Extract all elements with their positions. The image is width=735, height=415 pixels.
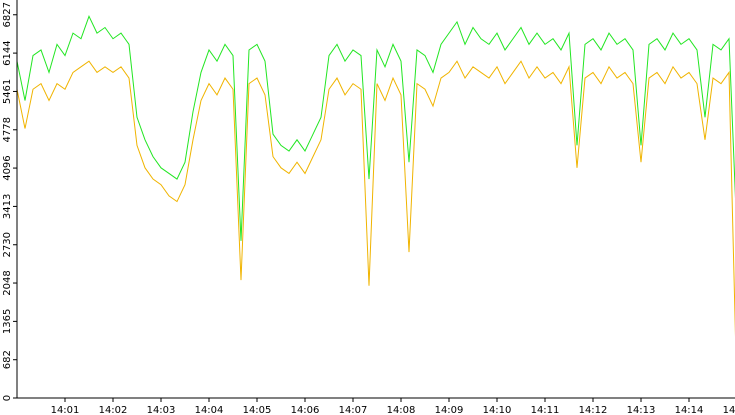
x-tick-label: 14:09 <box>435 405 464 415</box>
x-tick-label: 14:02 <box>99 405 128 415</box>
series-line <box>16 14 735 241</box>
y-tick-label: 1365 <box>2 309 13 334</box>
x-tick-label: 14:14 <box>675 405 704 415</box>
x-tick-label: 14:10 <box>483 405 512 415</box>
x-tick-label: 14:12 <box>579 405 608 415</box>
y-tick-label: 0 <box>2 395 13 401</box>
x-tick-label: 14:06 <box>291 405 320 415</box>
y-tick-label: 4096 <box>2 155 13 180</box>
x-tick-label: 14:01 <box>51 405 80 415</box>
y-tick-label: 6827 <box>2 2 13 27</box>
x-tick-label: 14:15 <box>723 405 735 415</box>
y-tick-label: 5461 <box>2 79 13 104</box>
x-tick-label: 14:13 <box>627 405 656 415</box>
x-tick-label: 14:08 <box>387 405 416 415</box>
y-tick-label: 3413 <box>2 194 13 219</box>
x-tick-label: 14:03 <box>147 405 176 415</box>
series-line <box>16 60 735 337</box>
y-tick-label: 682 <box>2 350 13 369</box>
y-tick-label: 2048 <box>2 270 13 295</box>
y-tick-label: 2730 <box>2 232 13 257</box>
x-tick-label: 14:07 <box>339 405 368 415</box>
x-tick-label: 14:11 <box>531 405 560 415</box>
y-tick-label: 6144 <box>2 40 13 65</box>
y-tick-label: 4778 <box>2 117 13 142</box>
x-tick-label: 14:04 <box>195 405 224 415</box>
x-tick-label: 14:05 <box>243 405 272 415</box>
